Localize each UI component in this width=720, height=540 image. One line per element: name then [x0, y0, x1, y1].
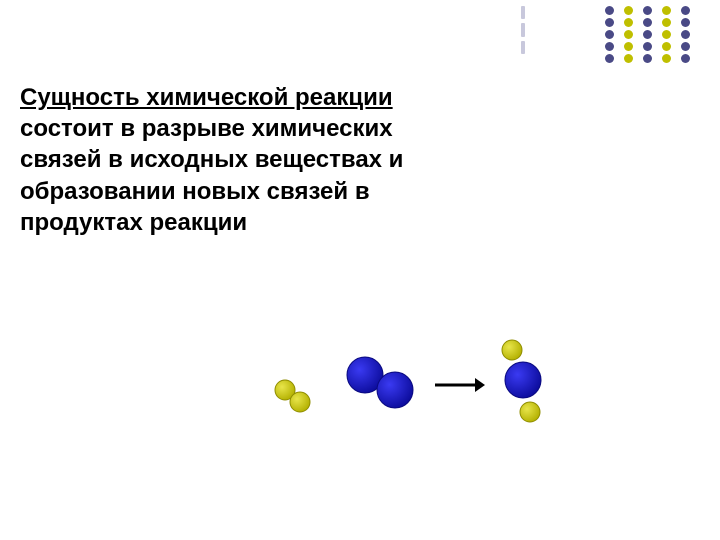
reaction-diagram [260, 330, 590, 450]
separator-bar [521, 6, 525, 54]
text-rest: состоит в разрыве химических связей в ис… [20, 115, 403, 236]
body-text: Сущность химической реакции состоит в ра… [20, 82, 450, 238]
text-underlined: Сущность химической реакции [20, 84, 393, 111]
decor-dots [605, 6, 690, 63]
